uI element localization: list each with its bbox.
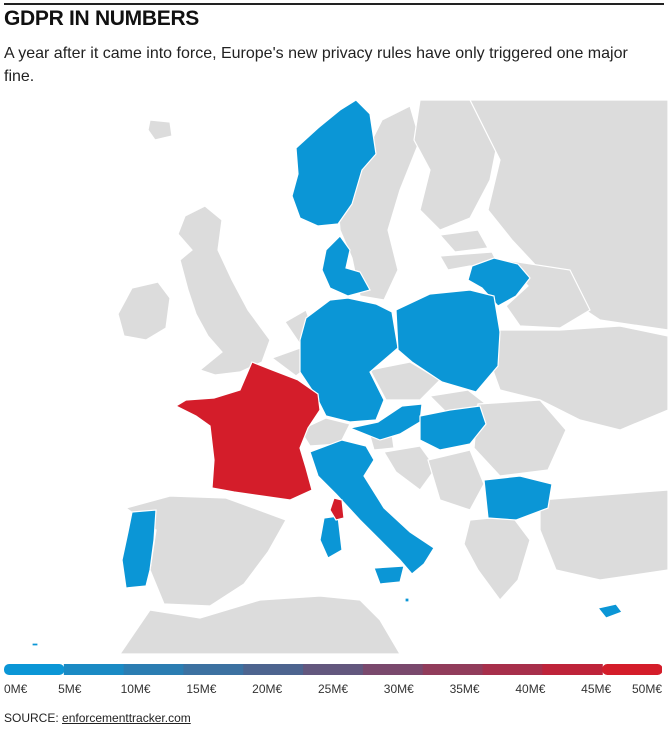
country-ukraine: [489, 325, 668, 431]
chart-title: GDPR IN NUMBERS: [4, 7, 200, 30]
country-bulgaria: [483, 475, 553, 521]
country-switzerland: [299, 417, 351, 447]
no-data-countries: [117, 100, 668, 654]
legend-segment: [362, 664, 424, 675]
country-hungary: [419, 405, 487, 451]
legend-segment: [243, 664, 304, 675]
legend-segment: [183, 664, 244, 675]
legend-segment: [542, 664, 603, 675]
country-turkey: [539, 489, 668, 581]
country-croatia: [383, 445, 437, 491]
legend-segment: [482, 664, 543, 675]
top-rule: [4, 3, 664, 5]
legend-segment: [123, 664, 185, 675]
legend-tick-label: 35M€: [449, 682, 480, 696]
country-poland: [395, 289, 501, 393]
low-fine-countries: [31, 100, 623, 647]
country-serbia: [427, 449, 485, 511]
source-link[interactable]: enforcementtracker.com: [62, 711, 191, 725]
source-note: SOURCE: enforcementtracker.com: [4, 711, 191, 725]
country-france: [174, 361, 321, 501]
legend-tick-label: 45M€: [581, 682, 612, 696]
country-lithuania: [467, 257, 531, 307]
legend-tick-labels: 0M€ 5M€ 10M€ 15M€ 20M€ 25M€ 30M€ 35M€ 40M€ 45M€ 50…: [4, 682, 662, 698]
country-united-kingdom: [177, 205, 271, 376]
country-iceland: [147, 119, 173, 141]
legend-segment: [602, 664, 662, 675]
country-sweden: [337, 105, 421, 301]
country-denmark: [321, 235, 371, 297]
country-norway: [291, 100, 377, 227]
legend-segment: [303, 664, 364, 675]
legend-tick-label: 5M€: [58, 682, 82, 696]
legend-segment: [63, 664, 125, 675]
country-corsica: [329, 497, 345, 521]
country-italy: [309, 439, 435, 575]
legend-tick-label: 30M€: [383, 682, 414, 696]
legend-tick-label: 25M€: [317, 682, 349, 696]
legend-tick-label: 50M€: [631, 682, 662, 696]
legend-tick-label: 20M€: [252, 682, 283, 696]
legend-segment: [422, 664, 484, 675]
country-estonia: [438, 229, 489, 253]
legend-segment: [4, 664, 65, 675]
country-czech-republic: [369, 361, 441, 401]
country-sardinia: [319, 515, 343, 559]
country-ireland: [117, 281, 171, 341]
europe-map: [31, 100, 668, 654]
legend-tick-label: 0M€: [4, 682, 28, 696]
chart-subtitle: A year after it came into force, Europe'…: [4, 45, 628, 85]
country-portugal: [121, 509, 157, 589]
legend-tick-label: 15M€: [186, 682, 217, 696]
country-germany: [299, 297, 399, 423]
country-azores-dot: [31, 642, 39, 647]
source-prefix: SOURCE:: [4, 711, 63, 725]
legend-tick-label: 10M€: [120, 682, 151, 696]
legend-scale-bar: [4, 664, 662, 675]
country-austria: [347, 403, 423, 441]
country-north-africa: [119, 595, 401, 654]
country-greece: [463, 515, 531, 601]
country-malta: [404, 597, 410, 603]
country-cyprus: [596, 603, 623, 619]
country-sicily: [373, 565, 405, 585]
legend-tick-label: 40M€: [515, 682, 546, 696]
high-fine-countries: [174, 361, 345, 521]
country-romania: [473, 399, 567, 477]
